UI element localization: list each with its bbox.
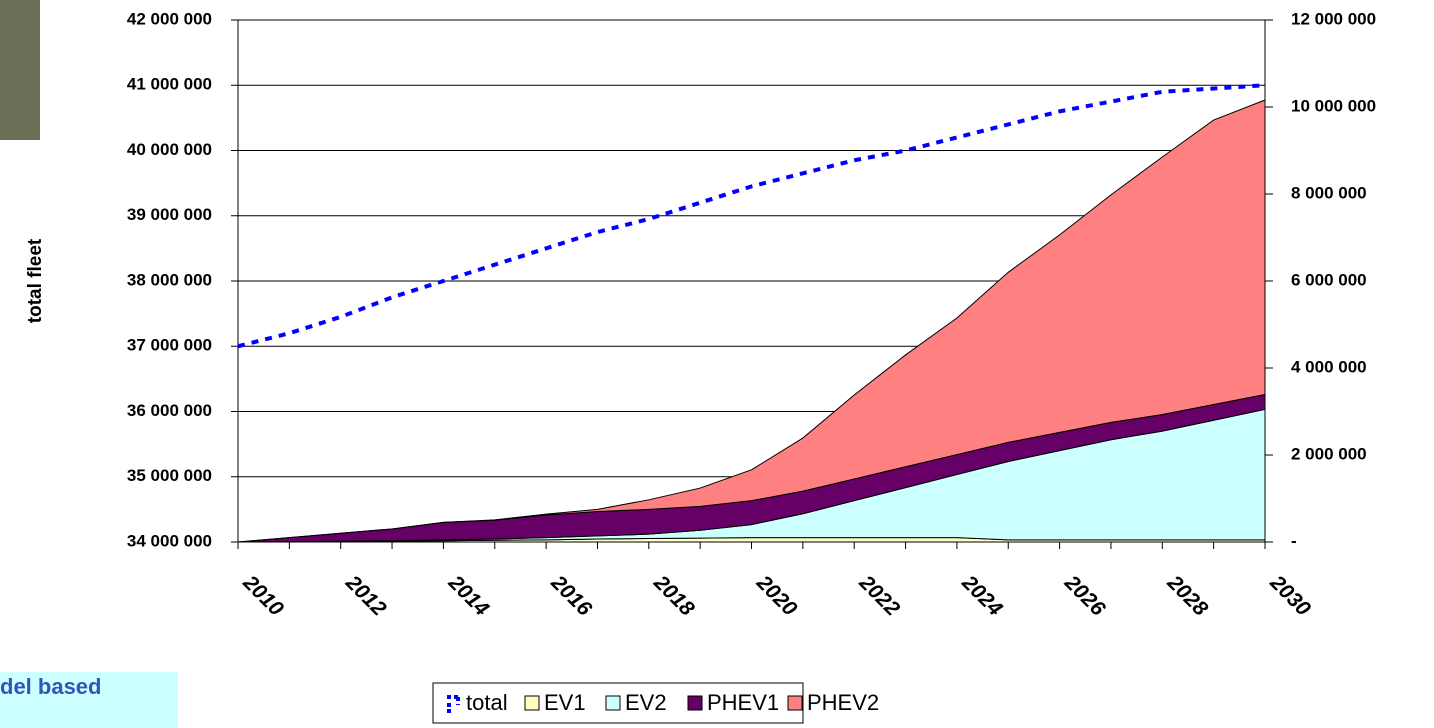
y-tick-label: 40 000 000: [127, 140, 212, 159]
x-tick-label: 2026: [1059, 570, 1109, 620]
y-tick-label: 36 000 000: [127, 401, 212, 420]
y2-tick-label: 2 000 000: [1291, 444, 1367, 463]
x-tick-label: 2012: [341, 570, 391, 620]
legend-label: PHEV2: [807, 690, 879, 715]
y2-tick-label: -: [1291, 531, 1297, 550]
y-tick-label: 37 000 000: [127, 336, 212, 355]
y-tick-label: 39 000 000: [127, 205, 212, 224]
y-tick-label: 34 000 000: [127, 531, 212, 550]
legend-label: PHEV1: [707, 690, 779, 715]
legend-swatch: [687, 695, 703, 711]
caption: del based: [0, 674, 101, 699]
legend-swatch: [524, 695, 540, 711]
y2-tick-label: 4 000 000: [1291, 357, 1367, 376]
legend-swatch: [447, 695, 461, 713]
y2-tick-label: 12 000 000: [1291, 9, 1376, 28]
y-tick-label: 35 000 000: [127, 466, 212, 485]
y-tick-label: 38 000 000: [127, 270, 212, 289]
x-tick-label: 2010: [238, 570, 288, 620]
y2-tick-label: 10 000 000: [1291, 96, 1376, 115]
legend-swatch: [605, 695, 621, 711]
x-tick-label: 2018: [649, 570, 699, 620]
y2-tick-label: 6 000 000: [1291, 270, 1367, 289]
x-tick-label: 2024: [957, 570, 1007, 620]
y-axis-label: total fleet: [25, 238, 46, 323]
legend-swatch: [787, 695, 803, 711]
legend-label: EV1: [544, 690, 586, 715]
y-tick-label: 41 000 000: [127, 75, 212, 94]
line: [237, 83, 1266, 349]
x-tick-label: 2028: [1162, 570, 1212, 620]
y2-tick-label: 8 000 000: [1291, 183, 1367, 202]
x-tick-label: 2016: [546, 570, 596, 620]
photo-fragment: [0, 0, 40, 140]
legend-label: total: [466, 690, 508, 715]
caption-box: [0, 672, 178, 728]
x-tick-label: 2014: [443, 570, 493, 620]
x-tick-label: 2030: [1265, 570, 1315, 620]
x-tick-label: 2020: [751, 570, 801, 620]
y-tick-label: 42 000 000: [127, 9, 212, 28]
legend-label: EV2: [625, 690, 667, 715]
x-tick-label: 2022: [854, 570, 904, 620]
